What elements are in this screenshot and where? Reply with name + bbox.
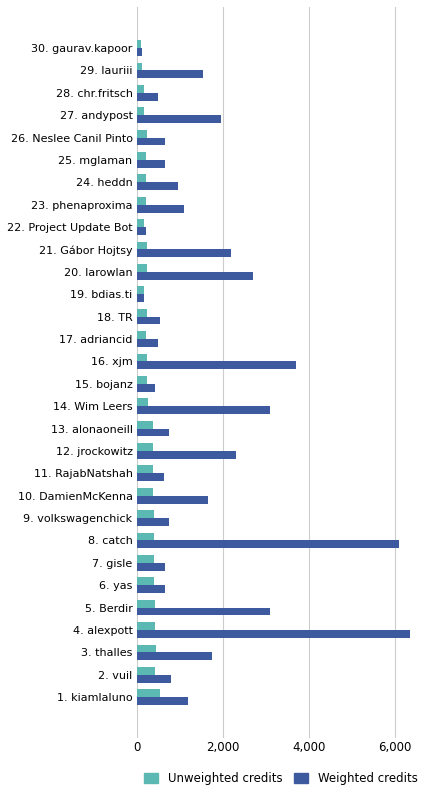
Bar — [137, 227, 146, 235]
Bar — [137, 130, 146, 138]
Bar — [137, 697, 188, 705]
Bar — [137, 197, 146, 204]
Bar — [137, 70, 203, 78]
Bar — [137, 645, 156, 653]
Bar — [137, 204, 184, 212]
Bar — [137, 174, 146, 182]
Bar — [137, 138, 165, 146]
Bar — [137, 160, 165, 168]
Bar — [137, 249, 232, 257]
Bar — [137, 443, 153, 451]
Bar — [137, 653, 212, 661]
Bar — [137, 474, 164, 482]
Bar — [137, 376, 146, 384]
Bar — [137, 295, 144, 302]
Bar — [137, 219, 143, 227]
Bar — [137, 623, 155, 630]
Bar — [137, 361, 296, 369]
Bar — [137, 398, 148, 406]
Bar — [137, 63, 142, 70]
Bar — [137, 466, 153, 474]
Legend: Unweighted credits, Weighted credits: Unweighted credits, Weighted credits — [140, 767, 422, 790]
Bar — [137, 339, 158, 347]
Bar — [137, 353, 146, 361]
Bar — [137, 675, 171, 683]
Bar — [137, 496, 208, 504]
Bar — [137, 667, 155, 675]
Bar — [137, 182, 178, 190]
Bar — [137, 540, 399, 548]
Bar — [137, 272, 253, 280]
Bar — [137, 428, 169, 436]
Bar — [137, 384, 155, 391]
Bar — [137, 421, 153, 428]
Bar — [137, 533, 154, 540]
Bar — [137, 108, 144, 115]
Bar — [137, 40, 141, 48]
Bar — [137, 510, 154, 518]
Bar — [137, 85, 144, 93]
Bar — [137, 563, 165, 571]
Bar — [137, 577, 154, 585]
Bar — [137, 600, 155, 607]
Bar — [137, 48, 142, 56]
Bar — [137, 242, 146, 249]
Bar — [137, 115, 221, 123]
Bar — [137, 264, 146, 272]
Bar — [137, 287, 143, 295]
Bar — [137, 93, 158, 101]
Bar — [137, 152, 146, 160]
Bar — [137, 555, 154, 563]
Bar — [137, 630, 410, 638]
Bar — [137, 406, 270, 414]
Bar — [137, 317, 160, 325]
Bar — [137, 585, 165, 593]
Bar — [137, 607, 270, 615]
Bar — [137, 309, 146, 317]
Bar — [137, 488, 153, 496]
Bar — [137, 689, 159, 697]
Bar — [137, 331, 146, 339]
Bar — [137, 451, 236, 459]
Bar — [137, 518, 169, 526]
